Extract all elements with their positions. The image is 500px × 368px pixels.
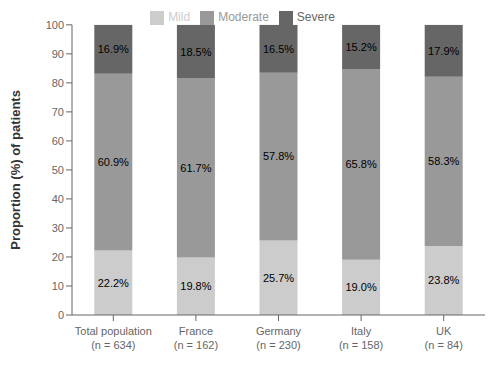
svg-text:16.9%: 16.9% xyxy=(98,43,129,55)
svg-text:90: 90 xyxy=(52,48,64,60)
svg-text:23.8%: 23.8% xyxy=(428,274,459,286)
svg-text:19.8%: 19.8% xyxy=(180,280,211,292)
svg-text:Italy(n = 158): Italy(n = 158) xyxy=(339,325,383,351)
svg-text:20: 20 xyxy=(52,251,64,263)
svg-text:57.8%: 57.8% xyxy=(263,150,294,162)
svg-text:18.5%: 18.5% xyxy=(180,46,211,58)
svg-text:France(n = 162): France(n = 162) xyxy=(174,325,218,351)
svg-text:100: 100 xyxy=(46,19,64,31)
html-text:Moderate: Moderate xyxy=(218,10,269,24)
svg-text:60: 60 xyxy=(52,135,64,147)
svg-text:58.3%: 58.3% xyxy=(428,155,459,167)
svg-text:Proportion (%) of patients: Proportion (%) of patients xyxy=(8,90,23,250)
svg-text:65.8%: 65.8% xyxy=(346,158,377,170)
svg-text:19.0%: 19.0% xyxy=(346,281,377,293)
html-text:Mild: Mild xyxy=(168,10,191,24)
svg-text:40: 40 xyxy=(52,193,64,205)
svg-text:61.7%: 61.7% xyxy=(180,162,211,174)
svg-text:60.9%: 60.9% xyxy=(98,156,129,168)
svg-text:10: 10 xyxy=(52,280,64,292)
svg-text:22.2%: 22.2% xyxy=(98,277,129,289)
svg-text:Germany(n = 230): Germany(n = 230) xyxy=(256,325,302,351)
svg-text:50: 50 xyxy=(52,164,64,176)
svg-text:16.5%: 16.5% xyxy=(263,43,294,55)
svg-text:0: 0 xyxy=(58,309,64,321)
svg-text:70: 70 xyxy=(52,106,64,118)
svg-text:17.9%: 17.9% xyxy=(428,45,459,57)
svg-text:30: 30 xyxy=(52,222,64,234)
svg-text:25.7%: 25.7% xyxy=(263,272,294,284)
svg-text:15.2%: 15.2% xyxy=(346,41,377,53)
svg-text:UK(n = 84): UK(n = 84) xyxy=(425,325,463,351)
svg-text:Total population(n = 634): Total population(n = 634) xyxy=(75,325,152,351)
html-text:Severe: Severe xyxy=(296,10,335,24)
svg-text:80: 80 xyxy=(52,77,64,89)
